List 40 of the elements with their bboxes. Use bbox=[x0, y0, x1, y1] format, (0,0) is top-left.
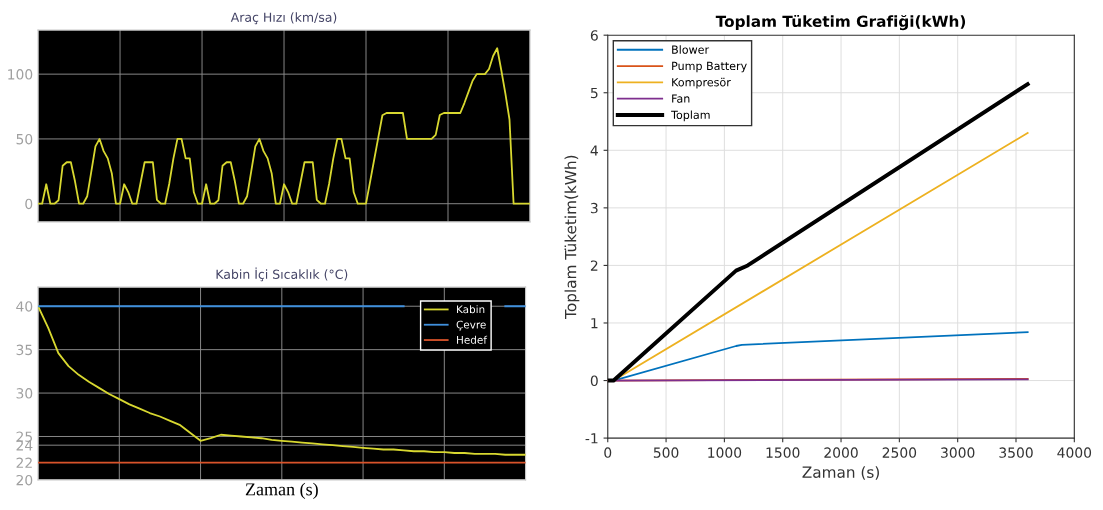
legend-label: Hedef bbox=[457, 335, 488, 344]
legend-label: Kabin bbox=[457, 305, 485, 314]
chart-title: Kabin İçi Sıcaklık (°C) bbox=[216, 267, 348, 282]
legend-label: Blower bbox=[672, 45, 710, 54]
legend-label: Kompresör bbox=[672, 77, 731, 89]
y-tick-label: 35 bbox=[16, 344, 32, 356]
y-tick-label: 20 bbox=[16, 474, 33, 486]
y-tick-label: 100 bbox=[8, 69, 33, 80]
x-tick-label: 1000 bbox=[708, 447, 742, 458]
legend-label: Toplam bbox=[671, 110, 710, 122]
x-tick-label: 1500 bbox=[766, 447, 800, 458]
x-tick-label: 2500 bbox=[882, 447, 917, 458]
legend-label: Fan bbox=[672, 94, 690, 103]
x-tick-label: 2000 bbox=[824, 447, 858, 458]
y-tick-label: 50 bbox=[16, 133, 33, 145]
y-tick-label: 5 bbox=[590, 87, 598, 99]
y-tick-label: 6 bbox=[590, 30, 598, 41]
x-tick-label: 3500 bbox=[999, 447, 1033, 458]
y-tick-label: 3 bbox=[590, 202, 598, 214]
y-tick-label: 25 bbox=[16, 431, 32, 442]
x-axis-title: Zaman (s) bbox=[802, 466, 879, 480]
y-tick-label: 0 bbox=[25, 198, 33, 210]
y-tick-label: 0 bbox=[590, 375, 598, 387]
y-tick-label: 4 bbox=[590, 145, 598, 156]
x-axis-title: Zaman (s) bbox=[245, 482, 318, 500]
y-tick-label: 1 bbox=[591, 318, 598, 329]
y-tick-label: 30 bbox=[16, 388, 33, 399]
y-axis-title: Toplam Tüketim(kWh) bbox=[564, 155, 580, 319]
y-tick-label: 2 bbox=[590, 260, 598, 271]
legend-label: Çevre bbox=[456, 320, 486, 331]
x-tick-label: 3000 bbox=[941, 447, 975, 458]
x-tick-label: 4000 bbox=[1057, 447, 1092, 458]
x-tick-label: 0 bbox=[604, 447, 612, 458]
legend-label: Pump Battery bbox=[672, 61, 747, 73]
x-tick-label: 500 bbox=[653, 447, 679, 458]
y-tick-label: 40 bbox=[16, 301, 33, 312]
chart-title: Toplam Tüketim Grafiği(kWh) bbox=[715, 14, 966, 31]
y-tick-label: 22 bbox=[16, 457, 32, 468]
chart-title: Araç Hızı (km/sa) bbox=[230, 12, 337, 25]
y-tick-label: -1 bbox=[585, 433, 598, 444]
